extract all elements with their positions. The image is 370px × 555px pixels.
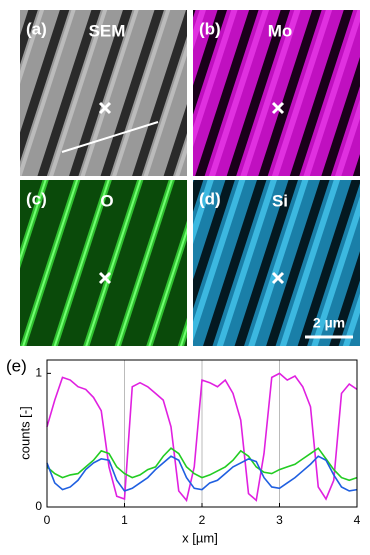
x-axis-label: x [µm] (182, 530, 218, 545)
micrograph (193, 10, 360, 176)
micrograph (20, 180, 187, 346)
y-tick-label: 0 (35, 499, 42, 513)
x-tick-label: 1 (121, 513, 128, 527)
panel-label: (d) (199, 189, 221, 208)
panel-label: (c) (26, 189, 47, 208)
panel-label: (b) (199, 19, 221, 38)
marker-cross (271, 101, 285, 115)
micrographs: (a) SEM (b) Mo (c) O (d) Si (20, 10, 360, 346)
micrograph (20, 10, 187, 176)
y-axis-label: counts [-] (17, 406, 32, 459)
x-tick-label: 3 (276, 513, 283, 527)
marker-cross (98, 101, 112, 115)
plot-frame (46, 359, 358, 508)
profile-line (61, 121, 159, 153)
panel-label: (e) (6, 356, 27, 375)
data-line (46, 455, 358, 492)
data-line (46, 372, 358, 503)
marker-cross (98, 271, 112, 285)
panel-title: SEM (89, 21, 126, 40)
y-tick-label: 1 (35, 366, 42, 380)
x-tick-label: 0 (44, 513, 51, 527)
micrograph (193, 180, 360, 346)
x-tick-label: 4 (354, 513, 361, 527)
panel-title: Si (272, 191, 288, 210)
x-tick-label: 2 (199, 513, 206, 527)
marker-cross (271, 271, 285, 285)
panel-title: O (100, 191, 113, 210)
data-line (46, 447, 358, 482)
panel-title: Mo (268, 21, 293, 40)
panel-label: (a) (26, 19, 47, 38)
scale-bar-label: 2 µm (313, 315, 345, 331)
